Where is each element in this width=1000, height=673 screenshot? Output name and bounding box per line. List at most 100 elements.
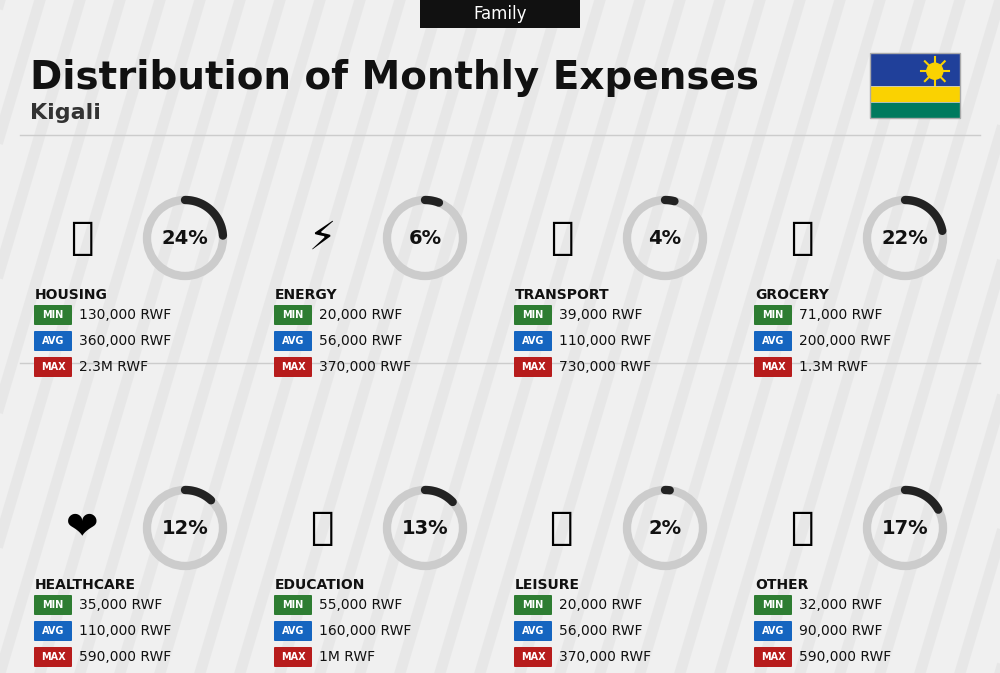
Text: 2.3M RWF: 2.3M RWF xyxy=(79,360,148,374)
Text: GROCERY: GROCERY xyxy=(755,288,829,302)
Text: MAX: MAX xyxy=(41,362,65,372)
Text: MAX: MAX xyxy=(521,362,545,372)
Text: 20,000 RWF: 20,000 RWF xyxy=(559,598,642,612)
Text: 56,000 RWF: 56,000 RWF xyxy=(319,334,402,348)
Text: ❤️: ❤️ xyxy=(66,509,98,547)
Text: 90,000 RWF: 90,000 RWF xyxy=(799,624,883,638)
Text: 32,000 RWF: 32,000 RWF xyxy=(799,598,882,612)
FancyBboxPatch shape xyxy=(274,647,312,667)
Text: EDUCATION: EDUCATION xyxy=(275,578,365,592)
Text: 360,000 RWF: 360,000 RWF xyxy=(79,334,171,348)
Text: 22%: 22% xyxy=(882,229,928,248)
Text: 🎓: 🎓 xyxy=(310,509,334,547)
Text: 24%: 24% xyxy=(162,229,208,248)
Text: 590,000 RWF: 590,000 RWF xyxy=(79,650,171,664)
FancyBboxPatch shape xyxy=(514,595,552,615)
Text: MIN: MIN xyxy=(522,600,544,610)
FancyBboxPatch shape xyxy=(274,621,312,641)
Text: 55,000 RWF: 55,000 RWF xyxy=(319,598,402,612)
Text: 160,000 RWF: 160,000 RWF xyxy=(319,624,411,638)
Text: 200,000 RWF: 200,000 RWF xyxy=(799,334,891,348)
FancyBboxPatch shape xyxy=(754,331,792,351)
FancyBboxPatch shape xyxy=(754,305,792,325)
Text: 1M RWF: 1M RWF xyxy=(319,650,375,664)
Text: 130,000 RWF: 130,000 RWF xyxy=(79,308,171,322)
FancyBboxPatch shape xyxy=(870,102,960,118)
Text: 110,000 RWF: 110,000 RWF xyxy=(79,624,171,638)
Text: AVG: AVG xyxy=(522,626,544,636)
Text: Kigali: Kigali xyxy=(30,103,101,123)
Text: 🛒: 🛒 xyxy=(790,219,814,257)
Text: 2%: 2% xyxy=(648,518,682,538)
Text: AVG: AVG xyxy=(762,626,784,636)
FancyBboxPatch shape xyxy=(274,305,312,325)
Text: 🛍️: 🛍️ xyxy=(550,509,574,547)
Text: 17%: 17% xyxy=(882,518,928,538)
FancyBboxPatch shape xyxy=(274,331,312,351)
FancyBboxPatch shape xyxy=(34,647,72,667)
FancyBboxPatch shape xyxy=(870,53,960,85)
Text: MIN: MIN xyxy=(282,600,304,610)
FancyBboxPatch shape xyxy=(514,621,552,641)
Text: MAX: MAX xyxy=(281,362,305,372)
Text: 370,000 RWF: 370,000 RWF xyxy=(319,360,411,374)
Text: 🚌: 🚌 xyxy=(550,219,574,257)
Text: Distribution of Monthly Expenses: Distribution of Monthly Expenses xyxy=(30,59,759,97)
Text: MIN: MIN xyxy=(762,600,784,610)
Text: 6%: 6% xyxy=(408,229,442,248)
Text: 590,000 RWF: 590,000 RWF xyxy=(799,650,891,664)
Text: AVG: AVG xyxy=(282,336,304,346)
FancyBboxPatch shape xyxy=(754,595,792,615)
FancyBboxPatch shape xyxy=(514,647,552,667)
Text: MIN: MIN xyxy=(42,600,64,610)
Text: 71,000 RWF: 71,000 RWF xyxy=(799,308,883,322)
Text: 56,000 RWF: 56,000 RWF xyxy=(559,624,642,638)
Text: MIN: MIN xyxy=(762,310,784,320)
Text: ENERGY: ENERGY xyxy=(275,288,338,302)
Circle shape xyxy=(927,63,943,79)
Text: 730,000 RWF: 730,000 RWF xyxy=(559,360,651,374)
Text: ⚡: ⚡ xyxy=(308,219,336,257)
FancyBboxPatch shape xyxy=(754,357,792,377)
FancyBboxPatch shape xyxy=(514,305,552,325)
FancyBboxPatch shape xyxy=(34,595,72,615)
FancyBboxPatch shape xyxy=(34,621,72,641)
Text: 💰: 💰 xyxy=(790,509,814,547)
FancyBboxPatch shape xyxy=(34,357,72,377)
Text: 20,000 RWF: 20,000 RWF xyxy=(319,308,402,322)
Text: MAX: MAX xyxy=(761,362,785,372)
Text: 12%: 12% xyxy=(162,518,208,538)
Text: MIN: MIN xyxy=(42,310,64,320)
FancyBboxPatch shape xyxy=(754,647,792,667)
FancyBboxPatch shape xyxy=(870,85,960,102)
FancyBboxPatch shape xyxy=(514,331,552,351)
FancyBboxPatch shape xyxy=(274,357,312,377)
Text: MAX: MAX xyxy=(521,652,545,662)
FancyBboxPatch shape xyxy=(274,595,312,615)
Text: MAX: MAX xyxy=(41,652,65,662)
Text: MIN: MIN xyxy=(282,310,304,320)
Text: 4%: 4% xyxy=(648,229,682,248)
Text: AVG: AVG xyxy=(42,626,64,636)
Text: Family: Family xyxy=(473,5,527,23)
Text: LEISURE: LEISURE xyxy=(515,578,580,592)
Text: MAX: MAX xyxy=(761,652,785,662)
FancyBboxPatch shape xyxy=(34,305,72,325)
Text: 39,000 RWF: 39,000 RWF xyxy=(559,308,642,322)
Text: 35,000 RWF: 35,000 RWF xyxy=(79,598,162,612)
Text: TRANSPORT: TRANSPORT xyxy=(515,288,610,302)
Text: OTHER: OTHER xyxy=(755,578,808,592)
Text: AVG: AVG xyxy=(522,336,544,346)
Text: HOUSING: HOUSING xyxy=(35,288,108,302)
Text: 13%: 13% xyxy=(402,518,448,538)
FancyBboxPatch shape xyxy=(34,331,72,351)
Text: AVG: AVG xyxy=(282,626,304,636)
Text: 370,000 RWF: 370,000 RWF xyxy=(559,650,651,664)
Text: 🏢: 🏢 xyxy=(70,219,94,257)
FancyBboxPatch shape xyxy=(514,357,552,377)
Text: 110,000 RWF: 110,000 RWF xyxy=(559,334,651,348)
Text: AVG: AVG xyxy=(762,336,784,346)
Text: AVG: AVG xyxy=(42,336,64,346)
Text: HEALTHCARE: HEALTHCARE xyxy=(35,578,136,592)
Text: MIN: MIN xyxy=(522,310,544,320)
